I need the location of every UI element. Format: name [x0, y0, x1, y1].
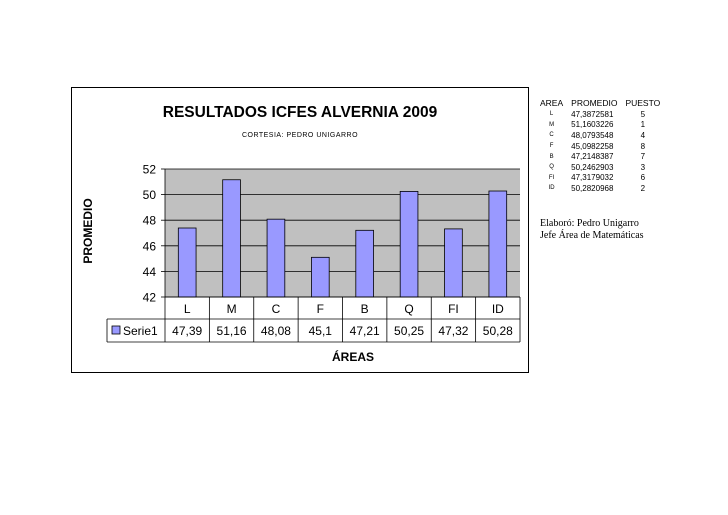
x-tick-label: Q — [404, 302, 413, 316]
table-cell: ID — [548, 185, 555, 192]
y-tick-label: 44 — [143, 265, 157, 279]
data-label: 50,25 — [394, 324, 424, 338]
table-row: ID 50,2820968 2 — [536, 183, 664, 194]
table-cell: 3 — [640, 162, 646, 172]
plot-area — [165, 169, 520, 297]
data-label: 50,28 — [483, 324, 513, 338]
table-cell: M — [549, 121, 555, 128]
table-row: B 47,2148387 7 — [536, 151, 664, 162]
bar-M — [222, 179, 241, 298]
chart-title: RESULTADOS ICFES ALVERNIA 2009 — [163, 104, 438, 121]
credits-author: Elaboró: Pedro Unigarro — [540, 218, 639, 229]
y-tick-label: 50 — [143, 188, 157, 202]
table-row: L 47,3872581 5 — [536, 109, 664, 120]
table-row: F 45,0982258 8 — [536, 141, 664, 152]
bar-chart: RESULTADOS ICFES ALVERNIA 2009 CORTESIA:… — [81, 104, 521, 364]
table-row: Q 50,2462903 3 — [536, 162, 664, 173]
table-cell: C — [549, 132, 554, 139]
data-label: 47,21 — [350, 324, 380, 338]
data-label: 47,39 — [172, 324, 202, 338]
bar-L — [177, 227, 197, 298]
table-cell: 45,0982258 — [571, 141, 614, 151]
x-tick-label: M — [227, 302, 237, 316]
table-header: PUESTO — [625, 98, 661, 108]
table-cell: F — [549, 143, 554, 150]
x-tick-label: FI — [448, 302, 459, 316]
table-cell: FI — [548, 174, 555, 181]
table-cell: L — [549, 111, 554, 118]
y-tick-label: 42 — [143, 291, 157, 305]
table-header: AREA — [540, 98, 564, 108]
x-tick-label: F — [317, 302, 324, 316]
y-tick-label: 46 — [143, 239, 157, 253]
table-cell: 48,0793548 — [571, 130, 614, 140]
credits-role: Jefe Área de Matemáticas — [540, 230, 644, 241]
table-cell: 51,1603226 — [571, 120, 614, 130]
table-cell: 2 — [640, 183, 646, 193]
table-cell: 47,3179032 — [571, 173, 614, 183]
x-tick-label: C — [272, 302, 281, 316]
legend-key — [111, 325, 121, 335]
table-cell: Q — [549, 164, 554, 171]
data-label: 47,32 — [438, 324, 468, 338]
bar-B — [355, 229, 374, 298]
y-axis-label: PROMEDIO — [81, 198, 95, 263]
y-tick-label: 48 — [143, 214, 157, 228]
x-axis-label: ÁREAS — [332, 349, 374, 364]
table-header: PROMEDIO — [571, 98, 618, 108]
results-table: AREA PROMEDIO PUESTO L 47,3872581 5 M 51,16032… — [536, 97, 664, 194]
x-tick-label: L — [184, 302, 191, 316]
table-cell: 50,2462903 — [571, 162, 614, 172]
table-cell: 1 — [640, 120, 646, 130]
bar-F — [311, 256, 330, 298]
table-cell: 6 — [640, 173, 646, 183]
data-label: 45,1 — [309, 324, 333, 338]
bar-C — [266, 218, 286, 298]
x-tick-label: ID — [492, 302, 504, 316]
bar-ID — [488, 190, 508, 298]
bar-FI — [444, 228, 463, 298]
data-label: 51,16 — [217, 324, 247, 338]
table-cell: 50,2820968 — [571, 183, 614, 193]
table-row: C 48,0793548 4 — [536, 130, 664, 141]
table-cell: 47,3872581 — [571, 109, 614, 119]
x-tick-label: B — [361, 302, 369, 316]
table-cell: 4 — [640, 130, 646, 140]
table-cell: 7 — [640, 152, 646, 162]
table-cell: 8 — [640, 141, 646, 151]
credits: Elaboró: Pedro Unigarro Jefe Área de Mat… — [540, 218, 644, 242]
legend-label: Serie1 — [123, 324, 158, 338]
table-cell: 5 — [640, 109, 646, 119]
bar-Q — [399, 191, 419, 298]
data-label: 48,08 — [261, 324, 291, 338]
table-row: M 51,1603226 1 — [536, 120, 664, 131]
y-tick-label: 52 — [143, 163, 157, 177]
table-row: FI 47,3179032 6 — [536, 173, 664, 184]
chart-subtitle: CORTESIA: PEDRO UNIGARRO — [242, 132, 358, 139]
table-cell: B — [549, 153, 554, 160]
chart-frame: RESULTADOS ICFES ALVERNIA 2009 CORTESIA:… — [71, 87, 529, 373]
table-cell: 47,2148387 — [571, 152, 614, 162]
